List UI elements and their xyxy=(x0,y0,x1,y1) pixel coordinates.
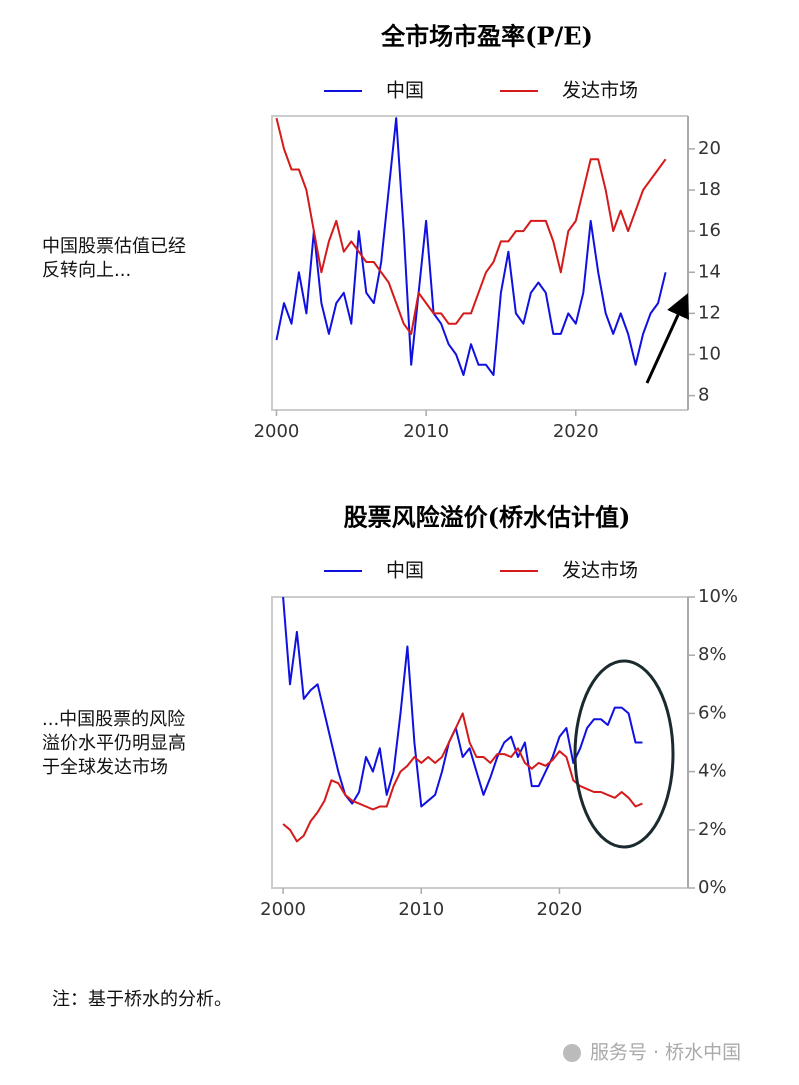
annotation: 反转向上... xyxy=(42,260,131,281)
legend-label: 中国 xyxy=(386,560,424,582)
x-tick-label: 2020 xyxy=(537,899,583,920)
y-tick-label: 10 xyxy=(698,343,721,364)
watermark-icon xyxy=(563,1044,581,1062)
y-tick-label: 6% xyxy=(698,702,727,723)
series-line xyxy=(275,117,667,335)
highlight-circle xyxy=(573,659,675,849)
x-tick-label: 2020 xyxy=(553,421,599,442)
y-tick-label: 18 xyxy=(698,179,721,200)
watermark: 服务号 · 桥水中国 xyxy=(590,1042,741,1064)
annotation: ...中国股票的风险 xyxy=(42,709,185,730)
y-tick-label: 8% xyxy=(698,644,727,665)
series-line xyxy=(282,597,643,808)
annotation: 于全球发达市场 xyxy=(42,757,168,778)
annotation: 溢价水平仍明显高 xyxy=(42,733,186,754)
y-tick-label: 10% xyxy=(698,586,738,607)
legend-label: 发达市场 xyxy=(562,560,638,582)
x-tick-label: 2000 xyxy=(254,421,300,442)
y-tick-label: 16 xyxy=(698,220,721,241)
y-tick-label: 2% xyxy=(698,819,727,840)
x-tick-label: 2010 xyxy=(398,899,444,920)
x-tick-label: 2010 xyxy=(403,421,449,442)
y-tick-label: 12 xyxy=(698,302,721,323)
legend-label: 中国 xyxy=(386,80,424,102)
chart-title: 股票风险溢价(桥水估计值) xyxy=(344,503,631,532)
series-line xyxy=(282,712,643,843)
y-tick-label: 14 xyxy=(698,261,721,282)
y-tick-label: 0% xyxy=(698,877,727,898)
plot-frame xyxy=(271,596,688,889)
x-tick-label: 2000 xyxy=(260,899,306,920)
annotation: 中国股票估值已经 xyxy=(42,236,186,257)
note: 注：基于桥水的分析。 xyxy=(52,989,232,1010)
trend-arrow xyxy=(645,293,689,384)
series-line xyxy=(275,117,667,376)
y-tick-label: 4% xyxy=(698,761,727,782)
y-tick-label: 8 xyxy=(698,385,709,406)
legend-label: 发达市场 xyxy=(562,80,638,102)
chart-title: 全市场市盈率(P/E) xyxy=(380,22,593,51)
y-tick-label: 20 xyxy=(698,138,721,159)
plot-frame xyxy=(271,115,688,411)
